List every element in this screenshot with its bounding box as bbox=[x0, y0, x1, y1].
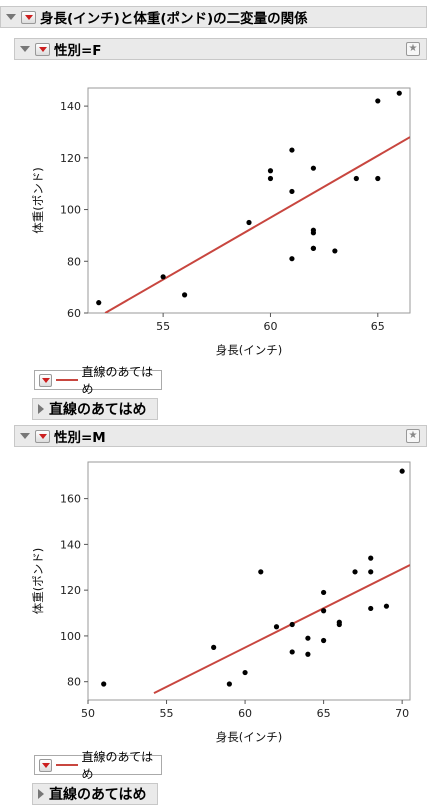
expand-triangle-icon[interactable] bbox=[38, 404, 44, 414]
fit-line[interactable] bbox=[153, 564, 410, 695]
data-point[interactable] bbox=[289, 188, 295, 195]
y-tick-label: 160 bbox=[60, 493, 81, 506]
data-point[interactable] bbox=[289, 256, 295, 262]
x-tick-label: 55 bbox=[156, 320, 170, 333]
data-point[interactable] bbox=[352, 569, 358, 575]
data-point[interactable] bbox=[305, 635, 311, 641]
plot-frame bbox=[87, 87, 411, 314]
scatter-plot-m: 50 55 60 65 70 80 100 120 140 160 身長(インチ) 体重(ポンド) bbox=[31, 461, 411, 744]
fit-line[interactable] bbox=[104, 136, 410, 313]
data-point[interactable] bbox=[289, 147, 295, 153]
y-tick-label: 140 bbox=[60, 538, 81, 551]
legend-label: 直線のあてはめ bbox=[81, 365, 154, 396]
data-point[interactable] bbox=[332, 248, 338, 254]
pin-icon[interactable]: ★ bbox=[406, 429, 420, 443]
data-point[interactable] bbox=[289, 649, 295, 655]
red-triangle-menu-icon[interactable] bbox=[21, 10, 36, 24]
data-point[interactable] bbox=[96, 300, 102, 306]
collapse-triangle-icon[interactable] bbox=[6, 14, 16, 20]
x-axis-label: 身長(インチ) bbox=[216, 343, 282, 357]
fit-line-swatch bbox=[56, 379, 78, 381]
red-triangle-menu-icon[interactable] bbox=[39, 758, 53, 772]
data-point[interactable] bbox=[375, 98, 381, 104]
data-point[interactable] bbox=[321, 589, 327, 596]
data-point[interactable] bbox=[368, 605, 374, 612]
y-tick-label: 100 bbox=[60, 204, 81, 217]
fit-section-header[interactable]: 直線のあてはめ bbox=[32, 398, 158, 420]
y-tick-label: 120 bbox=[60, 152, 81, 165]
data-point[interactable] bbox=[321, 637, 327, 644]
data-point[interactable] bbox=[368, 569, 374, 575]
x-tick-label: 60 bbox=[238, 707, 252, 720]
collapse-triangle-icon[interactable] bbox=[20, 433, 30, 439]
data-point[interactable] bbox=[305, 651, 311, 657]
x-tick-label: 60 bbox=[263, 320, 277, 333]
x-tick-label: 55 bbox=[160, 707, 174, 720]
data-point[interactable] bbox=[273, 624, 280, 630]
y-tick-label: 140 bbox=[60, 100, 81, 113]
data-point[interactable] bbox=[310, 165, 316, 171]
legend-fit-line[interactable]: 直線のあてはめ bbox=[34, 750, 162, 781]
group-m-header[interactable]: 性別=M ★ bbox=[14, 425, 427, 447]
y-axis-label: 体重(ポンド) bbox=[31, 167, 45, 233]
fit-line-swatch bbox=[56, 764, 78, 766]
data-point[interactable] bbox=[182, 292, 188, 298]
collapse-triangle-icon[interactable] bbox=[20, 46, 30, 52]
fit-section-header[interactable]: 直線のあてはめ bbox=[32, 783, 158, 805]
data-point[interactable] bbox=[160, 274, 166, 280]
scatter-plot-f: 55 60 65 60 80 100 120 140 身長(インチ) 体重(ポンド) bbox=[31, 87, 411, 357]
y-tick-label: 100 bbox=[60, 630, 81, 643]
data-point[interactable] bbox=[101, 681, 107, 687]
data-point[interactable] bbox=[310, 245, 316, 251]
x-axis-label: 身長(インチ) bbox=[216, 730, 282, 744]
legend-label: 直線のあてはめ bbox=[81, 750, 154, 781]
red-triangle-menu-icon[interactable] bbox=[39, 373, 53, 387]
data-point[interactable] bbox=[258, 569, 264, 575]
x-tick-label: 50 bbox=[81, 707, 95, 720]
data-point[interactable] bbox=[289, 621, 295, 628]
data-point[interactable] bbox=[267, 175, 274, 182]
data-point[interactable] bbox=[226, 681, 232, 687]
group-title: 性別=M bbox=[54, 430, 106, 446]
group-f-header[interactable]: 性別=F ★ bbox=[14, 38, 427, 60]
data-point[interactable] bbox=[310, 230, 316, 236]
data-point[interactable] bbox=[211, 644, 217, 650]
fit-section-label: 直線のあてはめ bbox=[49, 402, 147, 418]
pin-icon[interactable]: ★ bbox=[406, 42, 420, 56]
data-point[interactable] bbox=[396, 90, 402, 96]
data-point[interactable] bbox=[246, 219, 252, 226]
red-triangle-menu-icon[interactable] bbox=[35, 42, 50, 56]
plot-frame bbox=[87, 461, 411, 701]
data-point[interactable] bbox=[353, 175, 359, 182]
data-point[interactable] bbox=[368, 555, 374, 561]
data-point[interactable] bbox=[267, 168, 274, 174]
y-tick-label: 80 bbox=[67, 676, 81, 689]
y-tick-label: 120 bbox=[60, 584, 81, 597]
data-point[interactable] bbox=[242, 669, 248, 676]
data-point[interactable] bbox=[321, 608, 327, 614]
data-point[interactable] bbox=[336, 621, 342, 628]
y-tick-label: 80 bbox=[67, 255, 81, 268]
x-tick-label: 65 bbox=[317, 707, 331, 720]
group-title: 性別=F bbox=[54, 43, 102, 59]
data-point[interactable] bbox=[375, 175, 381, 182]
report-title: 身長(インチ)と体重(ポンド)の二変量の関係 bbox=[40, 11, 308, 27]
report-header[interactable]: 身長(インチ)と体重(ポンド)の二変量の関係 bbox=[0, 6, 427, 28]
fit-section-label: 直線のあてはめ bbox=[49, 787, 147, 803]
x-tick-label: 70 bbox=[395, 707, 409, 720]
y-tick-label: 60 bbox=[67, 307, 81, 320]
expand-triangle-icon[interactable] bbox=[38, 789, 44, 799]
data-point[interactable] bbox=[399, 468, 405, 474]
data-point[interactable] bbox=[383, 603, 390, 609]
x-tick-label: 65 bbox=[371, 320, 385, 333]
y-axis-label: 体重(ポンド) bbox=[31, 548, 45, 614]
legend-fit-line[interactable]: 直線のあてはめ bbox=[34, 365, 162, 396]
red-triangle-menu-icon[interactable] bbox=[35, 429, 50, 443]
